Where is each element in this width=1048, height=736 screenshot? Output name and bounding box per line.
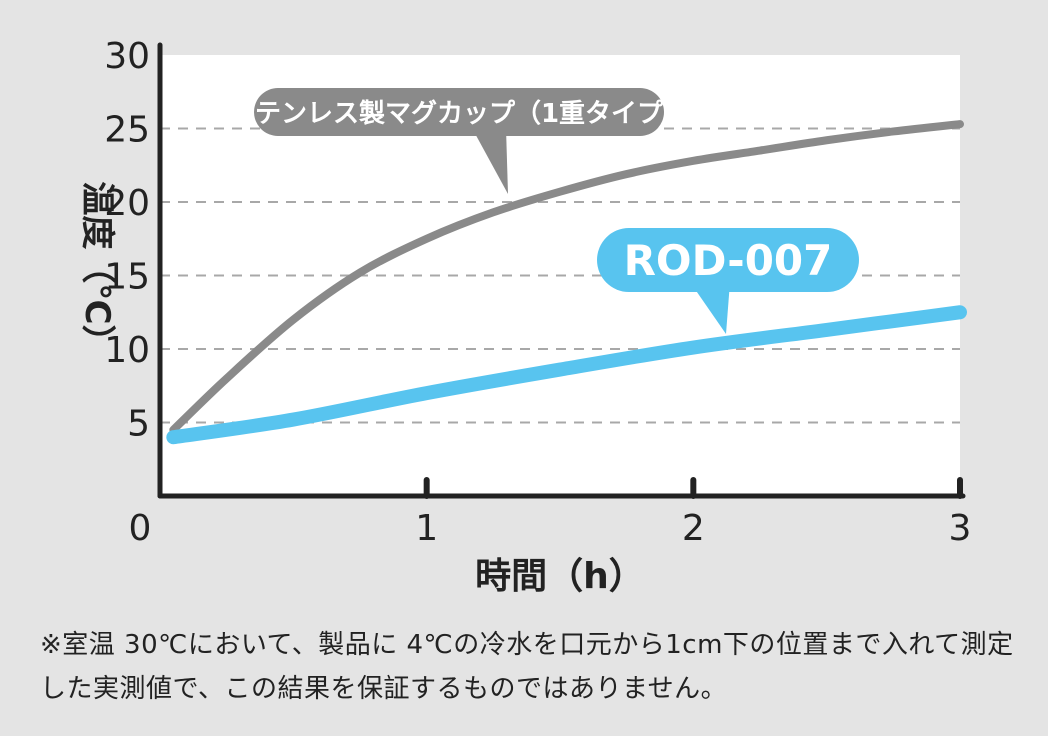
- y-tick-label-5: 5: [127, 404, 150, 445]
- x-tick-label-0: 0: [129, 508, 152, 549]
- series-label-0: ステンレス製マグカップ（1重タイプ）: [229, 99, 689, 129]
- footnote-line-1: ※室温 30℃において、製品に 4℃の冷水を口元から1cm下の位置まで入れて測定: [40, 630, 1014, 660]
- callout-pointer-0: [472, 128, 508, 194]
- y-tick-label-25: 25: [104, 110, 150, 151]
- footnote-line-2: した実測値で、この結果を保証するものではありません。: [40, 674, 728, 704]
- series-line-0: [169, 120, 964, 434]
- y-tick-label-15: 15: [104, 257, 150, 298]
- callout-box-0: [254, 88, 664, 136]
- series-label-1: ROD-007: [624, 236, 833, 285]
- y-tick-label-30: 30: [104, 36, 150, 77]
- x-tick-label-3: 3: [949, 508, 972, 549]
- callout-box-1: [597, 228, 859, 292]
- callout-pointer-1: [690, 282, 730, 334]
- x-tick-label-2: 2: [682, 508, 705, 549]
- y-axis-label: 温度（℃）: [77, 181, 117, 358]
- y-tick-label-10: 10: [104, 330, 150, 371]
- x-tick-label-1: 1: [415, 508, 438, 549]
- y-tick-label-20: 20: [104, 183, 150, 224]
- series-line-1: [166, 305, 967, 445]
- x-axis-label: 時間（h）: [475, 556, 645, 597]
